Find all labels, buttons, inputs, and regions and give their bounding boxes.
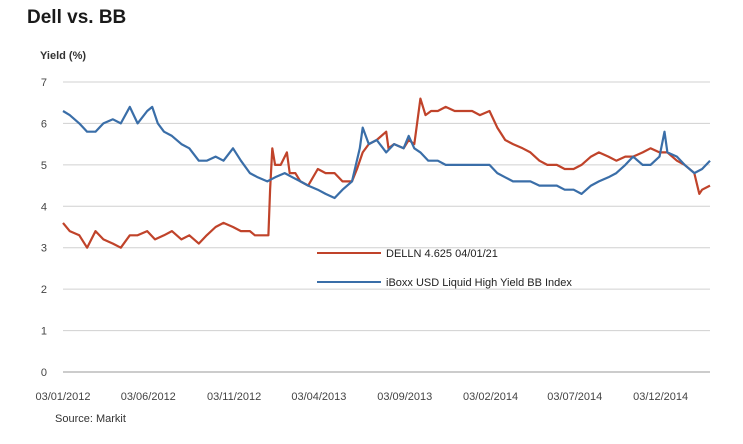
legend-label-dell: DELLN 4.625 04/01/21 xyxy=(386,248,498,260)
y-tick-label: 2 xyxy=(41,284,47,296)
y-tick-label: 7 xyxy=(41,77,47,89)
x-tick-label: 03/01/2012 xyxy=(35,391,90,403)
x-tick-label: 03/07/2014 xyxy=(547,391,602,403)
x-tick-label: 03/06/2012 xyxy=(121,391,176,403)
x-tick-label: 03/12/2014 xyxy=(633,391,688,403)
series-line-dell xyxy=(62,97,711,249)
y-tick-labels: 0 1 2 3 4 5 6 7 xyxy=(41,77,47,379)
x-tick-label: 03/09/2013 xyxy=(377,391,432,403)
series-line-iboxx xyxy=(62,105,711,200)
x-tick-label: 03/02/2014 xyxy=(463,391,518,403)
y-tick-label: 0 xyxy=(41,367,47,379)
grid-layer xyxy=(63,81,710,373)
series-layer xyxy=(62,97,711,249)
legend-label-iboxx: iBoxx USD Liquid High Yield BB Index xyxy=(386,277,572,289)
y-axis-label: Yield (%) xyxy=(40,50,87,62)
source-note: Source: Markit xyxy=(55,413,126,425)
y-tick-label: 3 xyxy=(41,243,47,255)
x-tick-label: 03/04/2013 xyxy=(291,391,346,403)
x-tick-label: 03/11/2012 xyxy=(207,391,261,403)
chart-title: Dell vs. BB xyxy=(27,7,127,28)
y-tick-label: 1 xyxy=(41,326,47,338)
y-tick-label: 6 xyxy=(41,118,47,130)
y-tick-label: 5 xyxy=(41,160,47,172)
y-tick-label: 4 xyxy=(41,201,47,213)
legend: DELLN 4.625 04/01/21 iBoxx USD Liquid Hi… xyxy=(317,248,572,289)
x-tick-labels: 03/01/2012 03/06/2012 03/11/2012 03/04/2013… xyxy=(35,391,688,403)
